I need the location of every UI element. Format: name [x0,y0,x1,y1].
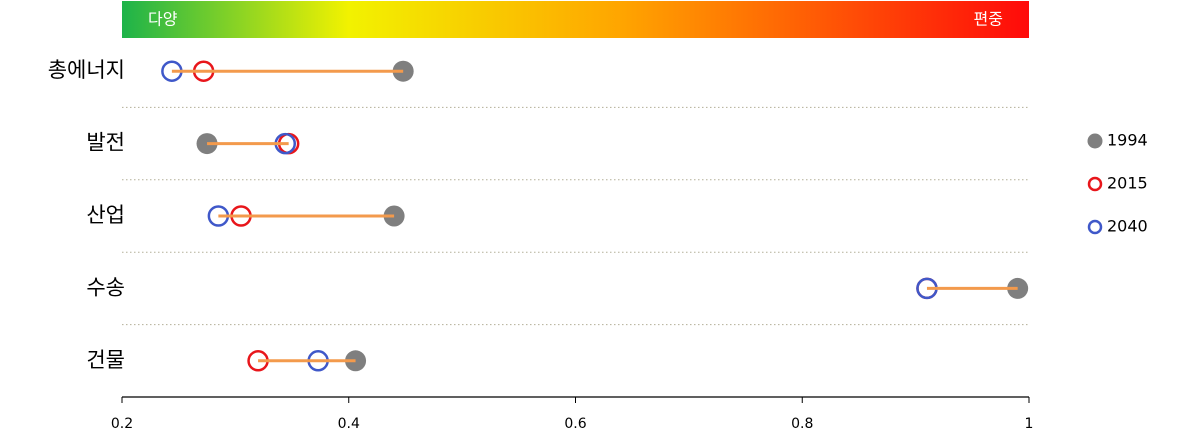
legend-marker [1087,133,1103,149]
x-tick-label: 1 [1025,416,1034,432]
x-tick-label: 0.4 [338,416,360,432]
x-tick-label: 0.8 [791,416,813,432]
legend-label: 2015 [1107,174,1148,193]
y-tick-label: 총에너지 [48,58,125,82]
scale-bar [122,1,1029,38]
legend-marker [1087,219,1103,235]
scale-label: 편중 [974,10,1003,29]
x-tick-label: 0.2 [111,416,133,432]
legend-label: 1994 [1107,131,1148,150]
legend-label: 2040 [1107,217,1148,236]
scale-label: 다양 [148,10,178,29]
y-tick-label: 산업 [86,203,125,227]
legend-marker [1087,176,1103,192]
x-tick-label: 0.6 [564,416,586,432]
y-tick-label: 건물 [86,348,125,372]
y-tick-label: 수송 [86,275,125,299]
y-tick-label: 발전 [86,131,125,155]
